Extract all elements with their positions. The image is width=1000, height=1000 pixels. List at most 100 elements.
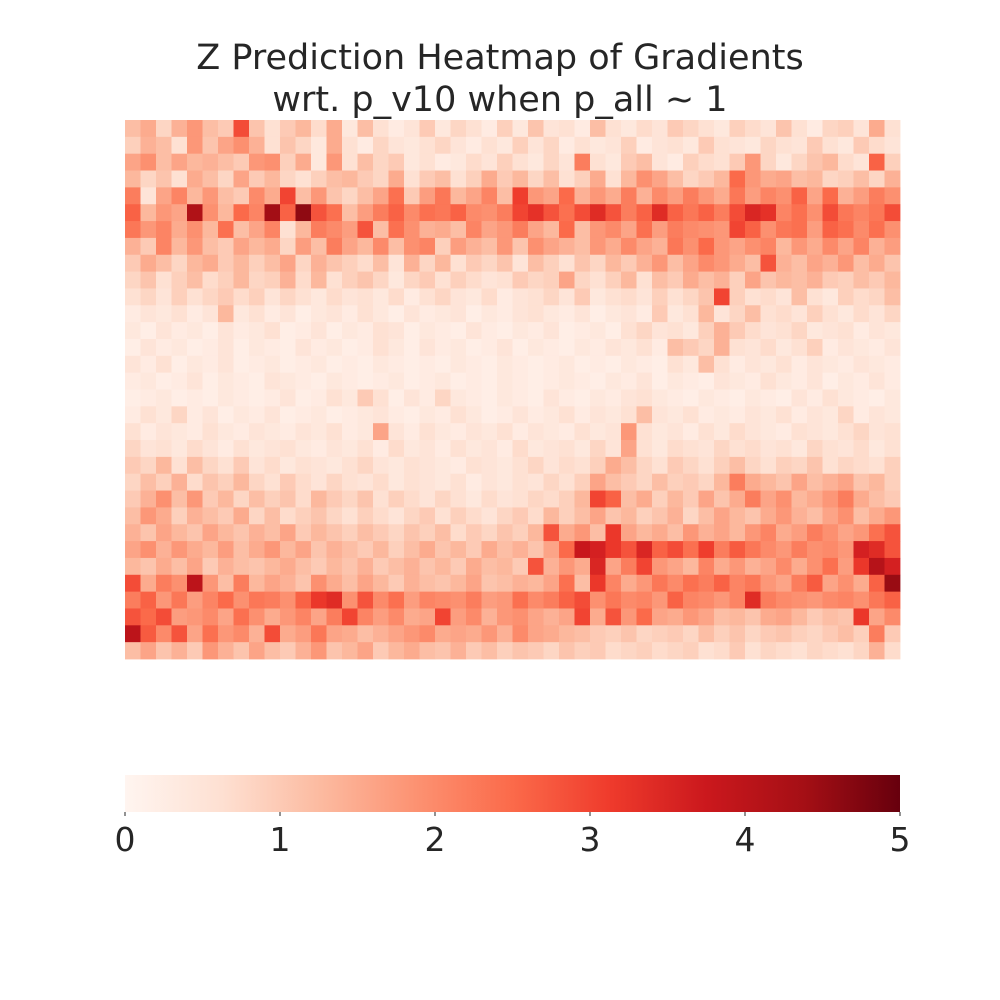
heatmap-cell <box>621 372 637 390</box>
heatmap-cell <box>590 187 606 205</box>
heatmap-cell <box>745 389 761 407</box>
heatmap-cell <box>233 490 250 508</box>
heatmap-cell <box>605 541 622 559</box>
heatmap-cell <box>233 237 250 256</box>
heatmap-cell <box>621 322 637 340</box>
heatmap-cell <box>280 271 296 289</box>
heatmap-cell <box>233 338 250 357</box>
heatmap-cell <box>543 541 560 559</box>
heatmap-cell <box>326 170 343 188</box>
heatmap-cell <box>435 120 451 138</box>
heatmap-cell <box>683 187 699 205</box>
heatmap-cell <box>621 204 637 222</box>
heatmap-cell <box>156 490 172 508</box>
heatmap-cell <box>636 608 653 626</box>
heatmap-cell <box>574 524 591 542</box>
heatmap-cell <box>512 254 529 272</box>
heatmap-cell <box>171 372 188 390</box>
heatmap-cell <box>822 574 839 593</box>
heatmap-cell <box>791 642 808 660</box>
heatmap-cell <box>838 204 854 222</box>
heatmap-cell <box>714 541 730 559</box>
heatmap-cell <box>605 608 622 626</box>
heatmap-cell <box>435 322 451 340</box>
heatmap-cell <box>311 642 327 660</box>
heatmap-cell <box>698 221 715 239</box>
heatmap-cell <box>621 288 637 306</box>
heatmap-grid <box>125 120 901 660</box>
heatmap-cell <box>853 625 870 643</box>
heatmap-cell <box>760 338 777 357</box>
heatmap-cell <box>466 406 482 424</box>
heatmap-cell <box>388 271 405 289</box>
heatmap-cell <box>636 355 653 374</box>
heatmap-cell <box>125 406 141 424</box>
colorbar-gradient <box>125 775 900 812</box>
heatmap-cell <box>729 406 746 424</box>
heatmap-cell <box>140 423 157 441</box>
heatmap-cell <box>435 170 451 188</box>
heatmap-cell <box>326 524 343 542</box>
heatmap-cell <box>311 254 327 272</box>
heatmap-cell <box>698 524 715 542</box>
heatmap-cell <box>466 355 482 374</box>
heatmap-cell <box>528 372 544 390</box>
heatmap-cell <box>652 254 668 272</box>
heatmap-cell <box>156 237 172 256</box>
heatmap-cell <box>311 237 327 256</box>
heatmap-cell <box>435 204 451 222</box>
heatmap-cell <box>171 423 188 441</box>
heatmap-cell <box>574 120 591 138</box>
heatmap-cell <box>311 524 327 542</box>
heatmap-cell <box>388 120 405 138</box>
heatmap-cell <box>543 591 560 609</box>
heatmap-cell <box>636 574 653 593</box>
heatmap-cell <box>791 574 808 593</box>
heatmap-cell <box>528 456 544 475</box>
heatmap-cell <box>435 524 451 542</box>
heatmap-cell <box>342 170 358 188</box>
heatmap-cell <box>869 153 885 171</box>
heatmap-cell <box>156 524 172 542</box>
heatmap-cell <box>481 406 498 424</box>
heatmap-cell <box>156 204 172 222</box>
heatmap-cell <box>326 507 343 525</box>
heatmap-cell <box>636 642 653 660</box>
heatmap-cell <box>357 355 374 374</box>
heatmap-cell <box>171 170 188 188</box>
heatmap-cell <box>791 406 808 424</box>
heatmap-cell <box>140 204 157 222</box>
heatmap-cell <box>171 237 188 256</box>
heatmap-cell <box>295 574 312 593</box>
heatmap-cell <box>543 507 560 525</box>
heatmap-cell <box>884 237 901 256</box>
heatmap-cell <box>621 574 637 593</box>
heatmap-cell <box>714 338 730 357</box>
heatmap-cell <box>776 642 792 660</box>
heatmap-cell <box>326 608 343 626</box>
heatmap-cell <box>621 524 637 542</box>
heatmap-cell <box>295 153 312 171</box>
heatmap-cell <box>497 170 513 188</box>
heatmap-cell <box>528 524 544 542</box>
heatmap-cell <box>605 322 622 340</box>
heatmap-cell <box>419 271 436 289</box>
heatmap-cell <box>249 541 265 559</box>
heatmap-cell <box>729 642 746 660</box>
heatmap-cell <box>156 608 172 626</box>
heatmap-cell <box>559 574 575 593</box>
heatmap-cell <box>636 271 653 289</box>
heatmap-cell <box>249 204 265 222</box>
heatmap-cell <box>249 170 265 188</box>
heatmap-cell <box>822 153 839 171</box>
heatmap-cell <box>512 271 529 289</box>
heatmap-cell <box>667 254 684 272</box>
heatmap-cell <box>326 372 343 390</box>
heatmap-cell <box>543 305 560 323</box>
heatmap-cell <box>466 305 482 323</box>
heatmap-cell <box>466 389 482 407</box>
heatmap-cell <box>233 440 250 458</box>
heatmap-cell <box>869 221 885 239</box>
heatmap-cell <box>264 642 281 660</box>
heatmap-cell <box>171 389 188 407</box>
